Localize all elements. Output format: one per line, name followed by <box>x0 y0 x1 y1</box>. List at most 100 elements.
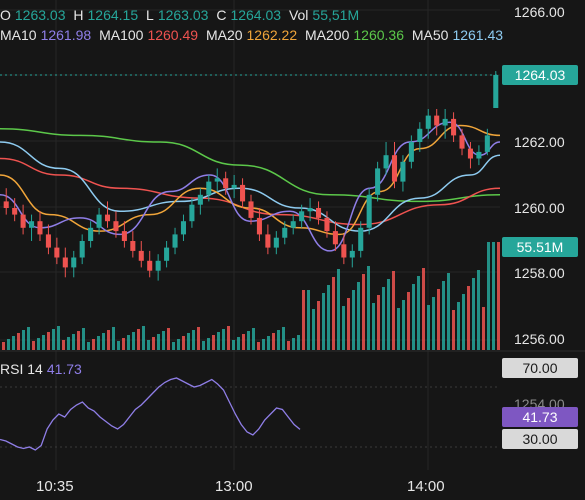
candle-body <box>37 221 43 235</box>
candle-body <box>130 241 136 251</box>
candle-body <box>96 214 102 228</box>
candle-body <box>189 204 195 222</box>
volume-bar <box>327 285 330 350</box>
volume-bar <box>187 333 190 350</box>
volume-bar <box>312 309 315 350</box>
volume-bar <box>182 336 185 350</box>
price-tick-1256: 1256.00 <box>514 331 565 347</box>
ma100-label: MA100 <box>99 27 144 43</box>
price-tick-1258: 1258.00 <box>514 265 565 281</box>
volume-bar <box>407 292 410 350</box>
candle-body <box>273 237 279 248</box>
volume-bar <box>232 340 235 350</box>
candle-body <box>265 234 271 248</box>
volume-bar <box>492 242 495 350</box>
low-value: 1263.03 <box>157 7 209 23</box>
candle-body <box>408 142 414 162</box>
volume-bar <box>242 334 245 350</box>
volume-bar <box>302 290 305 350</box>
high-value: 1264.15 <box>87 7 139 23</box>
volume-bar <box>142 326 145 350</box>
volume-bar <box>122 338 125 350</box>
volume-bar <box>207 338 210 350</box>
ma10-label: MA10 <box>0 27 37 43</box>
volume-bar <box>212 335 215 350</box>
volume-bar <box>412 284 415 350</box>
candle-body <box>451 118 457 136</box>
candle-body <box>104 214 111 222</box>
candle-body <box>391 155 398 182</box>
volume-bar <box>402 300 405 350</box>
candle-body <box>180 221 187 235</box>
volume-bar <box>362 274 365 350</box>
volume-bar <box>157 334 160 350</box>
candle-body <box>425 115 431 129</box>
ohlc-legend: O 1263.03 H 1264.15 L 1263.03 C 1264.03 Vol 5… <box>0 7 363 23</box>
volume-bar <box>237 337 240 350</box>
volume-bar <box>137 329 140 350</box>
candle-body <box>358 227 364 251</box>
candle-body <box>248 201 254 218</box>
volume-bar <box>12 336 15 350</box>
volume-bar <box>452 310 455 350</box>
candle-body <box>476 151 482 159</box>
price-tick-1260: 1260.00 <box>514 200 565 216</box>
volume-bar <box>322 293 325 350</box>
candle-body <box>12 208 18 215</box>
volume-bar <box>397 308 400 350</box>
volume-bar <box>472 278 475 350</box>
volume-bar <box>447 273 450 350</box>
candle-body <box>29 221 35 228</box>
candle-body <box>256 217 262 235</box>
candle-body <box>214 178 220 182</box>
volume-bar <box>167 328 170 350</box>
volume-bar <box>267 336 270 350</box>
volume-bar <box>117 341 120 350</box>
volume-bar <box>2 342 5 350</box>
candle-body <box>223 178 229 189</box>
time-tick-1300: 13:00 <box>215 478 253 495</box>
candle-body <box>197 194 203 205</box>
candle-body <box>54 247 60 258</box>
volume-bar <box>112 327 115 350</box>
volume-bar <box>52 329 55 350</box>
volume-bar <box>277 330 280 350</box>
candle-body <box>484 135 490 152</box>
ma50-label: MA50 <box>411 27 449 43</box>
close-value: 1264.03 <box>230 7 282 23</box>
volume-bar <box>162 331 165 350</box>
rsi-value: 41.73 <box>46 361 82 377</box>
volume-bar <box>147 340 150 350</box>
candle-body <box>231 184 237 189</box>
volume-bar <box>72 334 75 350</box>
ma200-line <box>0 128 501 203</box>
volume-bar <box>432 297 435 350</box>
low-label: L <box>146 7 154 23</box>
volume-bar <box>477 270 480 350</box>
volume-bar <box>7 339 10 350</box>
volume-bar <box>282 327 285 350</box>
volume-bar <box>442 281 445 350</box>
volume-bar <box>262 339 265 350</box>
volume-bar <box>152 337 155 350</box>
ma100-value: 1260.49 <box>147 27 199 43</box>
volume-bar <box>127 335 130 350</box>
volume-bar <box>77 331 80 350</box>
volume-bar <box>367 266 370 350</box>
time-tick-1035: 10:35 <box>36 478 74 495</box>
volume-bar <box>132 332 135 350</box>
volume-bar <box>482 307 485 350</box>
high-label: H <box>73 7 84 23</box>
volume-bar <box>457 302 460 350</box>
ma20-value: 1262.22 <box>246 27 298 43</box>
ma10-line <box>0 121 501 252</box>
candle-body <box>20 214 26 228</box>
candle-body <box>79 241 85 258</box>
volume-bar <box>87 342 90 350</box>
volume-bar <box>467 286 470 350</box>
volume-bar <box>382 287 385 350</box>
grid <box>0 0 500 470</box>
volume-bar <box>387 279 390 350</box>
volume-bar <box>67 337 70 350</box>
